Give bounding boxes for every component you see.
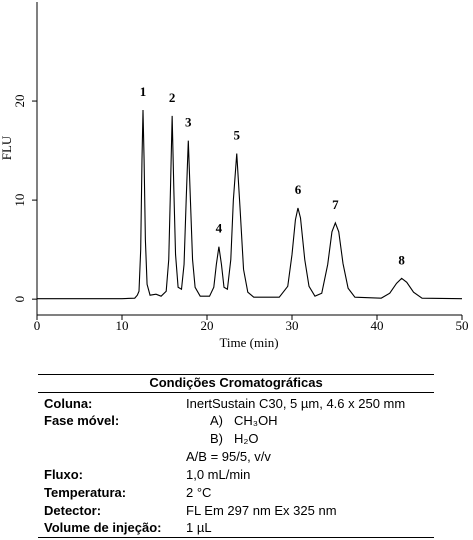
row-value: 2 °C — [186, 485, 212, 500]
x-tick-label: 20 — [201, 318, 214, 333]
row-key: A) — [210, 413, 223, 428]
row-value: FL Em 297 nm Ex 325 nm — [186, 503, 337, 518]
x-tick-label: 0 — [34, 318, 41, 333]
peak-label: 4 — [216, 221, 223, 236]
table-title: Condições Cromatográficas — [149, 375, 323, 390]
row-label: Fase móvel: — [44, 413, 120, 428]
row-label: Detector: — [44, 503, 102, 518]
peak-label: 5 — [234, 128, 241, 143]
x-tick-label: 10 — [116, 318, 129, 333]
x-tick-label: 30 — [286, 318, 299, 333]
row-value: 1,0 mL/min — [186, 467, 251, 482]
row-value: 1 µL — [186, 520, 212, 535]
y-axis-label: FLU — [0, 135, 14, 160]
x-tick-label: 40 — [371, 318, 384, 333]
rule — [38, 537, 434, 538]
x-axis-label: Time (min) — [219, 335, 278, 350]
conditions-table: Condições Cromatográficas Coluna: InertS… — [38, 373, 434, 538]
x-tick-label: 50 — [456, 318, 469, 333]
peak-label: 6 — [295, 182, 302, 197]
y-tick-label: 0 — [12, 296, 27, 303]
row-value: InertSustain C30, 5 µm, 4.6 x 250 mm — [186, 396, 406, 411]
row-label: Coluna: — [44, 396, 93, 411]
peak-label: 3 — [185, 115, 192, 130]
row-label: Fluxo: — [44, 467, 83, 482]
row-value: A/B = 95/5, v/v — [186, 449, 271, 464]
row-key: B) — [210, 431, 223, 446]
trace — [37, 109, 463, 300]
peak-label: 2 — [169, 90, 176, 105]
y-tick-label: 10 — [12, 194, 27, 207]
row-label: Volume de injeção: — [44, 520, 162, 535]
rule — [38, 374, 434, 375]
y-tick-label: 20 — [12, 95, 27, 108]
row-value: H₂O — [234, 431, 259, 446]
rule — [38, 392, 434, 393]
peak-label: 1 — [140, 84, 147, 99]
peak-label: 8 — [398, 252, 405, 267]
peak-label: 7 — [332, 197, 339, 212]
row-label: Temperatura: — [44, 485, 127, 500]
row-value: CH₃OH — [234, 413, 278, 428]
